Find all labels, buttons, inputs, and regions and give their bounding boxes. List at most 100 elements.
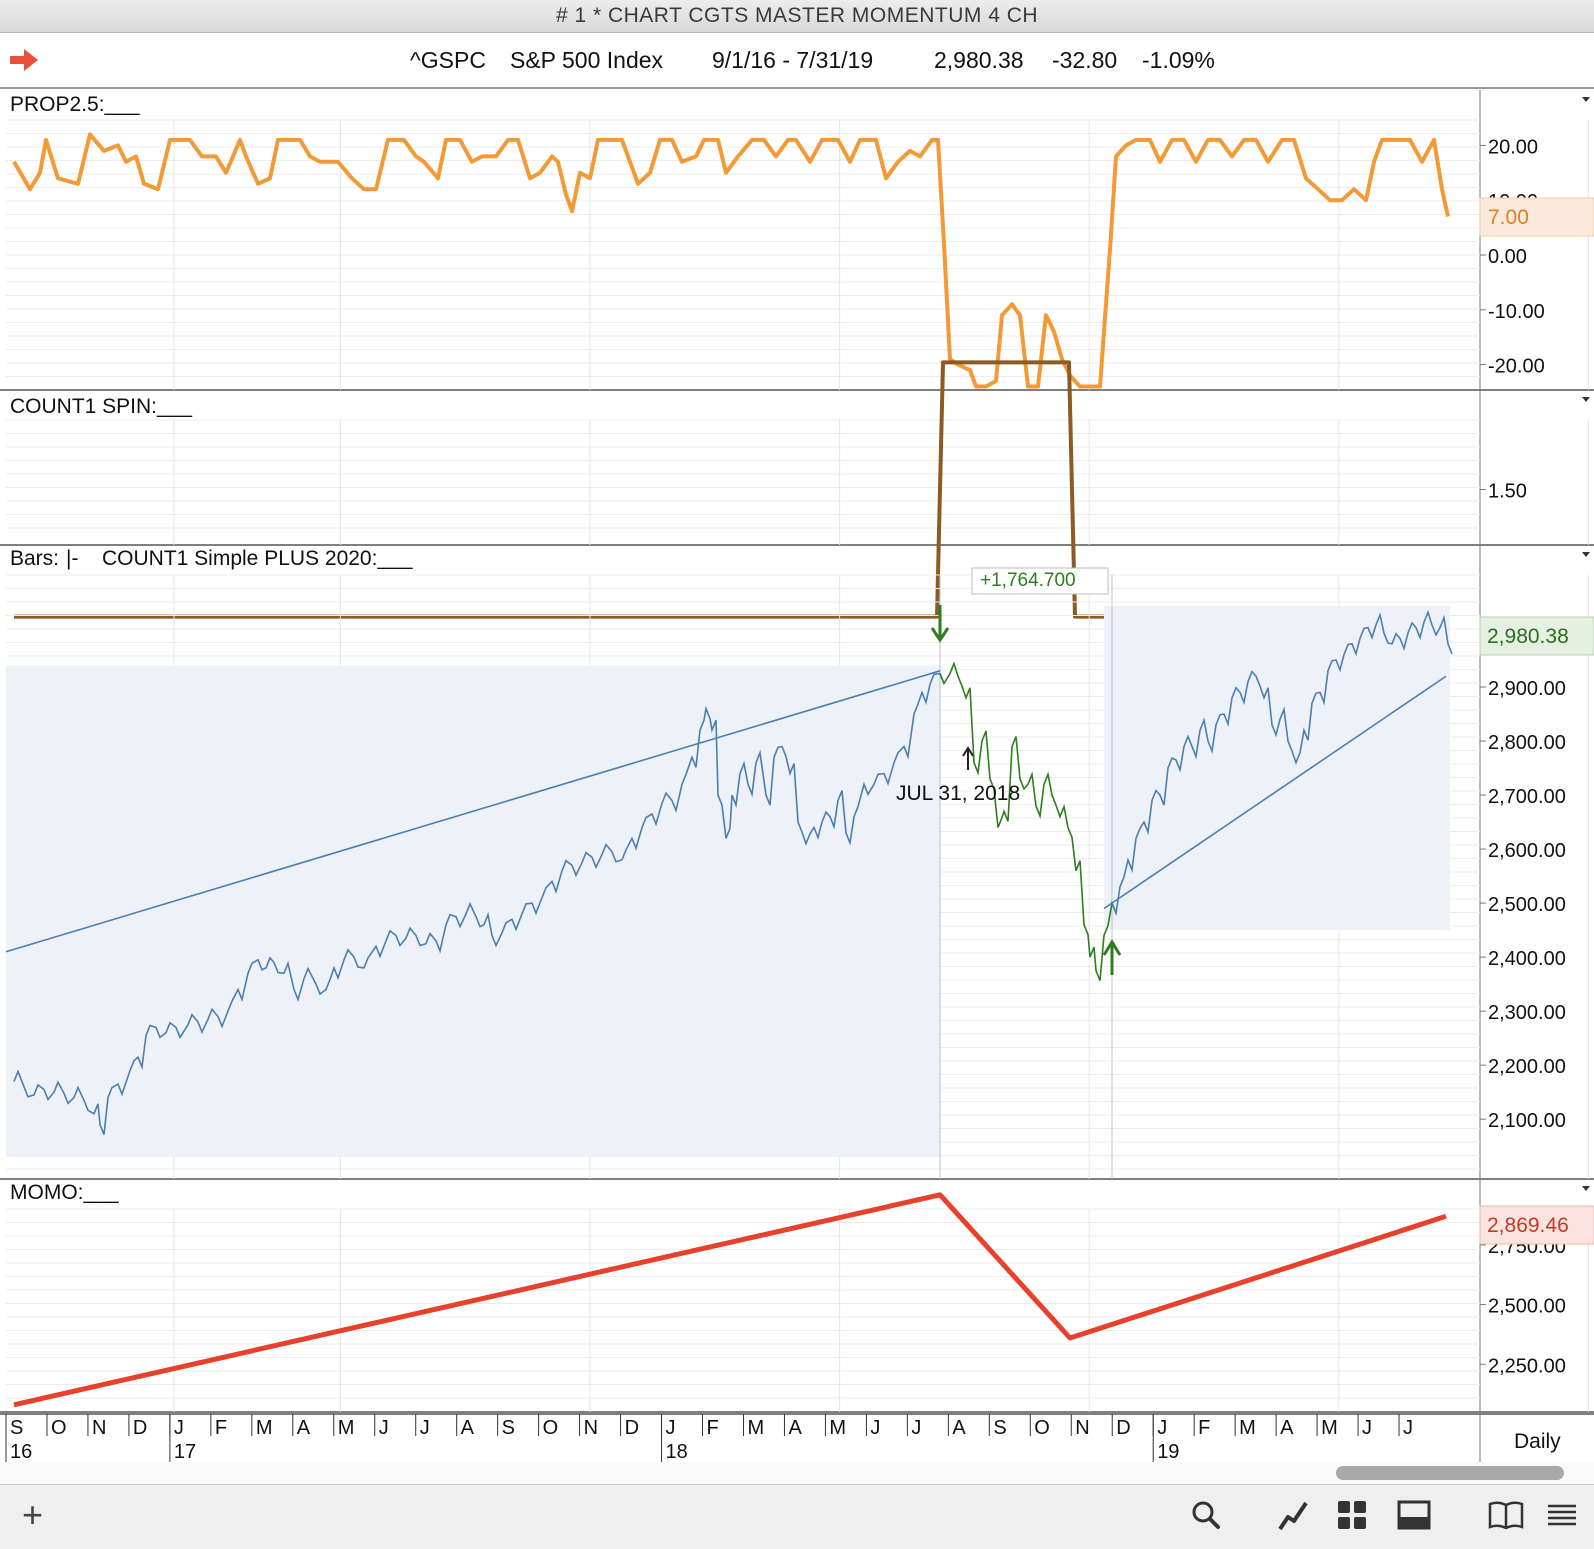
chart-tool-icon — [1278, 1501, 1308, 1531]
y-tick-label: 2,600.00 — [1488, 840, 1566, 862]
price-panel: 2,900.00 2,800.00 2,700.00 2,600.00 2,500.00… — [0, 545, 1594, 1180]
count1-spin-series — [14, 360, 1448, 619]
spin-panel: 1.50 — [0, 360, 1594, 619]
horizontal-scrollbar[interactable] — [0, 1462, 1594, 1484]
buy-signal-arrow-icon — [1102, 939, 1122, 975]
book-icon — [1488, 1501, 1524, 1530]
magnifier-button[interactable] — [1186, 1495, 1226, 1535]
date-range[interactable]: 9/1/16 - 7/31/19 — [712, 47, 874, 73]
month-label: M — [829, 1417, 846, 1439]
year-label: 19 — [1157, 1441, 1179, 1462]
momo-panel-label[interactable]: MOMO:___ — [10, 1181, 119, 1204]
sell-signal-arrow-icon — [930, 605, 950, 643]
prop-panel-label[interactable]: PROP2.5:___ — [10, 93, 140, 116]
gain-label: +1,764.700 — [980, 570, 1076, 591]
month-label: A — [952, 1417, 966, 1439]
trendline-2 — [1103, 675, 1447, 910]
add-panel-button[interactable]: + — [14, 1494, 54, 1535]
magnifier-icon — [1192, 1501, 1220, 1529]
scrollbar-thumb[interactable] — [1336, 1466, 1564, 1480]
month-label: M — [1239, 1417, 1256, 1439]
month-label: J — [379, 1417, 389, 1439]
year-label: 16 — [10, 1441, 32, 1462]
month-label: A — [788, 1417, 802, 1439]
x-axis: S O N D J F M A M J J A S O N D J F M A M J J A S O N D J F M A M J J 16 17 1… — [0, 1413, 1594, 1462]
y-tick-label: 2,100.00 — [1488, 1110, 1566, 1132]
year-label: 17 — [174, 1441, 196, 1462]
y-tick-label: 2,800.00 — [1488, 732, 1566, 754]
arrow-right-icon[interactable] — [10, 49, 38, 71]
y-tick-label: -10.00 — [1488, 301, 1545, 323]
book-button[interactable] — [1486, 1495, 1526, 1535]
month-label: S — [993, 1417, 1006, 1439]
y-tick-label: 2,900.00 — [1488, 678, 1566, 700]
chevron-down-icon — [1582, 552, 1590, 557]
month-label: O — [1034, 1417, 1050, 1439]
price-series-blue-2 — [1111, 609, 1453, 917]
price-series-blue-1 — [13, 672, 945, 1135]
month-label: J — [870, 1417, 880, 1439]
month-label: A — [297, 1417, 311, 1439]
up-arrow-icon — [962, 746, 974, 770]
y-tick-label: 0.00 — [1488, 246, 1527, 268]
interval-label[interactable]: Daily — [1514, 1430, 1561, 1453]
prop-panel: 20.0010.000.00-10.00-20.00 — [0, 90, 1594, 391]
prop-last-value: 7.00 — [1488, 206, 1529, 229]
menu-button[interactable] — [1542, 1495, 1582, 1535]
symbol-ticker[interactable]: ^GSPC — [410, 47, 486, 73]
month-label: O — [51, 1417, 67, 1439]
month-label: D — [133, 1417, 147, 1439]
month-label: N — [92, 1417, 106, 1439]
price-study-label[interactable]: COUNT1 Simple PLUS 2020:___ — [102, 547, 413, 570]
momo-panel: 2,750.002,500.002,250.00 — [0, 1179, 1594, 1413]
year-label: 18 — [666, 1441, 688, 1462]
month-label: A — [461, 1417, 475, 1439]
y-tick-label: 2,300.00 — [1488, 1002, 1566, 1024]
month-label: J — [1403, 1417, 1413, 1439]
y-tick-label: 20.00 — [1488, 136, 1538, 158]
y-tick-label: 2,500.00 — [1488, 1296, 1566, 1318]
spin-panel-label[interactable]: COUNT1 SPIN:___ — [10, 395, 192, 418]
y-tick-label: 2,700.00 — [1488, 786, 1566, 808]
chevron-down-icon — [1582, 1186, 1590, 1191]
grid-button[interactable] — [1332, 1495, 1372, 1535]
add-icon: + — [22, 1495, 43, 1535]
momo-last-value-badge: 2,869.46 — [1479, 1205, 1594, 1245]
momo-last-value: 2,869.46 — [1487, 1214, 1569, 1237]
month-label: J — [1157, 1417, 1167, 1439]
window-title-bar: # 1 * CHART CGTS MASTER MOMENTUM 4 CH — [0, 0, 1594, 33]
month-label: N — [584, 1417, 598, 1439]
symbol-info-bar: ^GSPC S&P 500 Index 9/1/16 - 7/31/19 2,9… — [0, 33, 1594, 89]
month-label: J — [420, 1417, 430, 1439]
grid-icon — [1338, 1501, 1366, 1529]
y-tick-label: 1.50 — [1488, 481, 1527, 503]
prop2-5-series — [12, 132, 1450, 389]
month-label: S — [502, 1417, 515, 1439]
menu-icon — [1548, 1504, 1576, 1526]
gain-annotation: +1,764.700 — [971, 567, 1109, 595]
x-axis-background — [0, 1414, 1594, 1462]
y-tick-label: 2,200.00 — [1488, 1056, 1566, 1078]
month-label: J — [174, 1417, 184, 1439]
month-label: J — [1362, 1417, 1372, 1439]
month-label: J — [911, 1417, 921, 1439]
month-label: M — [338, 1417, 355, 1439]
price-change-pct: -1.09% — [1142, 47, 1215, 73]
month-label: F — [215, 1417, 227, 1439]
y-tick-label: 2,250.00 — [1488, 1355, 1566, 1377]
panel-button[interactable] — [1394, 1495, 1434, 1535]
bars-label[interactable]: Bars: — [10, 547, 59, 570]
chart-area[interactable]: 20.0010.000.00-10.00-20.00 1.50 2,900.00… — [0, 0, 1594, 1462]
chevron-down-icon — [1582, 397, 1590, 402]
y-tick-label: 2,500.00 — [1488, 894, 1566, 916]
month-label: F — [707, 1417, 719, 1439]
price-last-value-badge: 2,980.38 — [1479, 616, 1594, 656]
month-label: M — [1321, 1417, 1338, 1439]
shaded-range — [1104, 606, 1450, 931]
date-annotation: JUL 31, 2018 — [896, 782, 1020, 805]
window-title: # 1 * CHART CGTS MASTER MOMENTUM 4 CH — [555, 4, 1039, 27]
chart-tool-button[interactable] — [1274, 1495, 1314, 1535]
month-label: D — [625, 1417, 639, 1439]
month-label: O — [543, 1417, 559, 1439]
month-label: A — [1280, 1417, 1294, 1439]
